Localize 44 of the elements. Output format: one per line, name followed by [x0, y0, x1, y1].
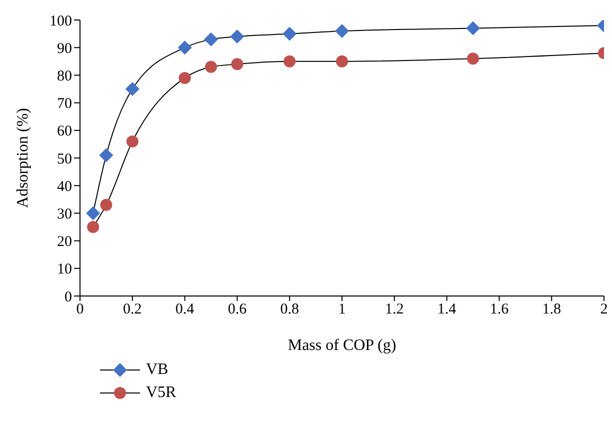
y-tick-label: 100 [50, 13, 72, 30]
x-axis-title: Mass of COP (g) [288, 337, 396, 354]
y-tick-label: 0 [64, 289, 72, 306]
point [86, 206, 100, 220]
x-tick-label: 0 [76, 302, 84, 318]
y-tick-label: 50 [57, 151, 72, 168]
x-tick-label: 2 [600, 302, 608, 318]
y-tick-label: 60 [57, 124, 72, 140]
x-tick-label: 1.6 [490, 302, 510, 318]
x-tick-label: 0.8 [280, 302, 299, 318]
point [178, 72, 191, 84]
point [335, 24, 349, 38]
y-tick-label: 40 [57, 178, 72, 195]
point [230, 30, 244, 44]
y-tick-label: 70 [57, 96, 72, 112]
point [87, 221, 100, 233]
x-tick-label: 0.6 [228, 302, 248, 318]
legend-label: V5R [146, 384, 176, 402]
point [467, 52, 479, 65]
point [282, 26, 297, 41]
y-tick-label: 10 [57, 262, 72, 278]
point [100, 198, 112, 211]
point [126, 135, 138, 148]
x-tick-label: 0.2 [123, 302, 142, 318]
point [125, 82, 140, 96]
x-tick-label: 1.8 [542, 302, 561, 318]
x-tick-label: 1 [338, 302, 346, 318]
point [205, 60, 217, 73]
point [204, 32, 218, 46]
x-tick-label: 1.4 [437, 302, 457, 318]
point [284, 55, 296, 68]
y-tick-label: 80 [57, 68, 72, 85]
point [466, 21, 480, 36]
point [99, 148, 114, 162]
x-tick-label: 0.4 [175, 302, 195, 318]
point [178, 40, 192, 55]
y-tick-label: 20 [57, 234, 72, 250]
x-tick-label: 1.2 [385, 302, 404, 318]
point [231, 58, 244, 70]
y-tick-label: 90 [57, 40, 72, 57]
point [336, 55, 348, 68]
legend-label: VB [146, 360, 168, 378]
y-axis-title: Adsorption (%) [14, 108, 32, 208]
y-tick-label: 30 [57, 206, 72, 223]
